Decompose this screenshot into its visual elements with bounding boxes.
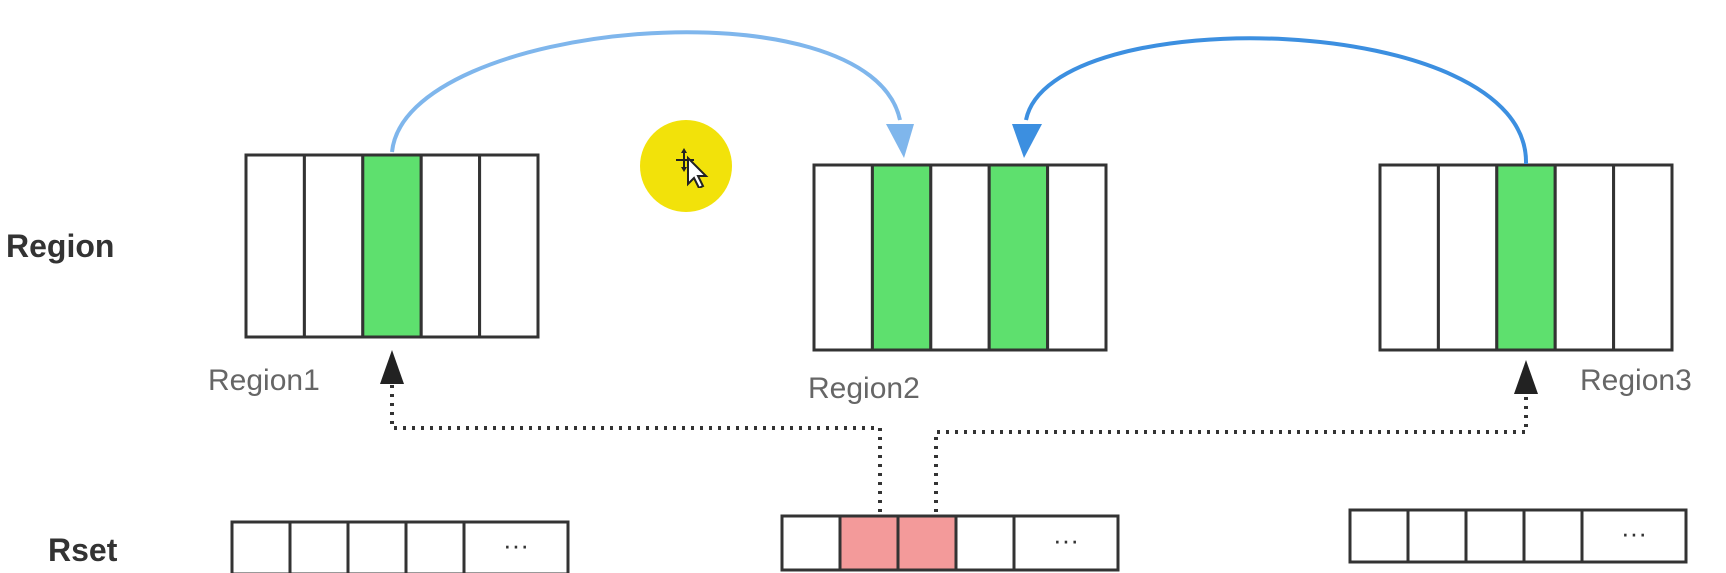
rset-more-ellipsis: ··· bbox=[1621, 518, 1647, 548]
region1-label: Region1 bbox=[208, 364, 320, 397]
rset-more-cell bbox=[462, 520, 570, 573]
ref-arrow-head-region2-left bbox=[886, 124, 914, 158]
region-card bbox=[302, 153, 365, 339]
rset-entry bbox=[1348, 508, 1410, 564]
rset-entry bbox=[1522, 508, 1584, 564]
region-card-referenced bbox=[987, 163, 1050, 352]
region-card bbox=[1436, 163, 1499, 352]
rset-entry bbox=[230, 520, 292, 573]
region-card-referenced bbox=[870, 163, 933, 352]
rset-more-cell bbox=[1580, 508, 1688, 564]
region2-label: Region2 bbox=[808, 372, 920, 405]
rset-boxes: ··· ··· ··· bbox=[230, 508, 1688, 573]
region-boxes bbox=[244, 153, 1674, 352]
rset-entry bbox=[1464, 508, 1526, 564]
rset-more-ellipsis: ··· bbox=[503, 530, 529, 560]
ref-arrow-region1-to-region2 bbox=[390, 30, 902, 153]
region-card bbox=[812, 163, 874, 352]
cursor-highlight bbox=[640, 120, 732, 212]
region-card bbox=[478, 153, 540, 339]
region-card bbox=[1046, 163, 1108, 352]
move-cursor-icon bbox=[676, 148, 709, 188]
rset-entry bbox=[1406, 508, 1468, 564]
region-card bbox=[1378, 163, 1440, 352]
rset-pointer-head-region3 bbox=[1514, 360, 1538, 394]
region-card bbox=[1612, 163, 1674, 352]
region-card bbox=[929, 163, 991, 352]
region-1-box bbox=[244, 153, 540, 339]
rset-3-box: ··· bbox=[1348, 508, 1688, 564]
region-card bbox=[419, 153, 482, 339]
rset-pointer-to-region1 bbox=[390, 372, 882, 512]
rset-1-box: ··· bbox=[230, 520, 570, 573]
rset-pointer-head-region1 bbox=[380, 350, 404, 384]
rset-entry bbox=[954, 514, 1016, 572]
region-2-box bbox=[812, 163, 1108, 352]
rset-entry-referenced bbox=[896, 514, 958, 572]
ref-arrow-region3-to-region2 bbox=[1024, 36, 1529, 165]
rset-2-box: ··· bbox=[780, 514, 1120, 572]
rset-entry bbox=[288, 520, 350, 573]
region-card bbox=[244, 153, 306, 339]
rset-row-label: Rset bbox=[48, 532, 118, 568]
cursor-halo bbox=[640, 120, 732, 212]
region3-label: Region3 bbox=[1580, 364, 1692, 397]
rset-entry bbox=[780, 514, 842, 572]
region-card-referenced bbox=[1495, 163, 1557, 352]
region-row-label: Region bbox=[6, 228, 115, 264]
ref-arrow-head-region2-right bbox=[1012, 124, 1042, 158]
rset-entry bbox=[404, 520, 466, 573]
rset-entry-referenced bbox=[838, 514, 900, 572]
region-3-box bbox=[1378, 163, 1674, 352]
rset-entry bbox=[346, 520, 408, 573]
region-card-referenced bbox=[361, 153, 423, 339]
rset-more-ellipsis: ··· bbox=[1053, 525, 1079, 555]
rset-pointer-to-region3 bbox=[934, 384, 1528, 512]
rset-more-cell bbox=[1012, 514, 1120, 572]
region-card bbox=[1553, 163, 1616, 352]
